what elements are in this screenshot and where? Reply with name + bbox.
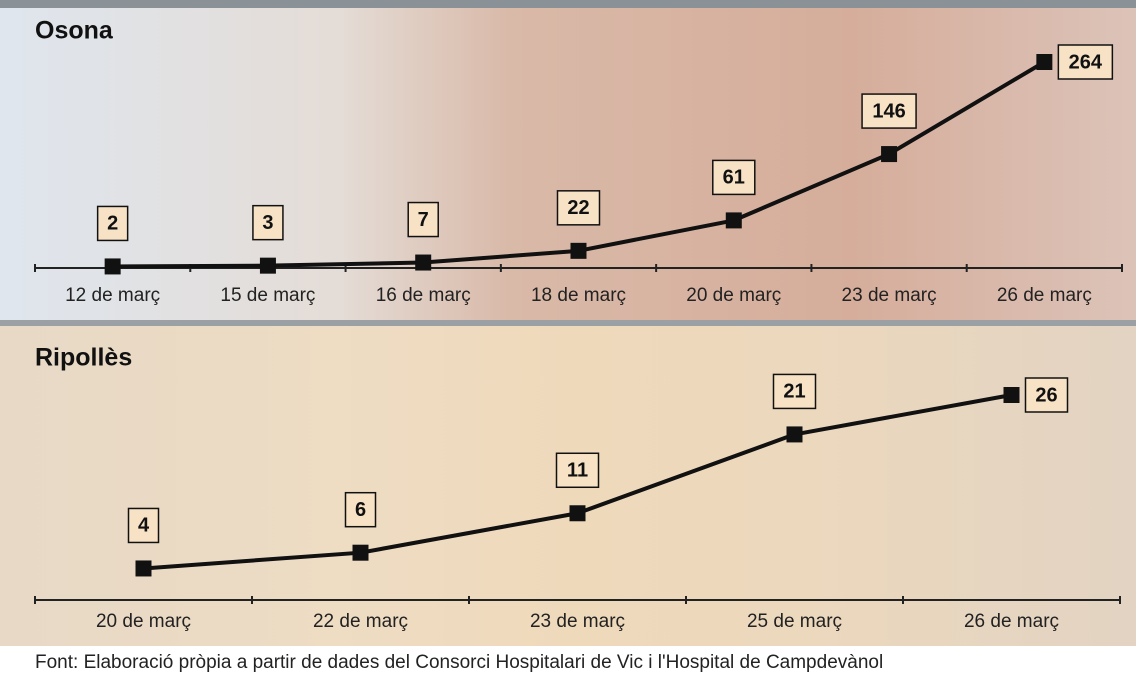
x-tick-label: 18 de març: [531, 285, 626, 306]
x-tick-label: 26 de març: [997, 285, 1092, 306]
x-tick-label: 15 de març: [220, 285, 315, 306]
value-label-box: [1057, 44, 1114, 80]
point: [104, 258, 121, 275]
value-label: 22: [567, 197, 589, 219]
value-label: 21: [783, 381, 805, 403]
x-tick-label: 20 de març: [686, 285, 781, 306]
x-tick-label: 23 de març: [530, 611, 625, 632]
point: [259, 257, 276, 274]
x-tick-label: 12 de març: [65, 285, 160, 306]
value-label: 146: [872, 100, 905, 122]
top-bar: [0, 0, 1136, 8]
point: [570, 242, 587, 259]
value-label-box: [555, 452, 600, 489]
point: [135, 560, 152, 577]
value-label-box: [344, 491, 377, 528]
x-tick-label: 23 de març: [842, 285, 937, 306]
value-label-box: [96, 205, 129, 242]
point: [415, 254, 432, 271]
separator: [0, 320, 1136, 326]
value-label: 2: [107, 213, 118, 235]
value-label-box: [252, 204, 284, 241]
panel-background: [0, 8, 1136, 320]
point: [786, 426, 803, 443]
x-tick-label: 20 de març: [96, 611, 191, 632]
chart-title: Osona: [35, 17, 114, 45]
value-label: 7: [418, 209, 429, 231]
value-label: 11: [567, 460, 588, 482]
source: Font: Elaboració pròpia a partir de dade…: [35, 652, 883, 673]
x-tick-label: 22 de març: [313, 611, 408, 632]
value-label-box: [407, 201, 439, 238]
point: [352, 544, 369, 561]
value-label: 26: [1035, 384, 1057, 406]
chart-title: Ripollès: [35, 344, 132, 372]
point: [1003, 387, 1020, 403]
value-label: 264: [1069, 51, 1103, 73]
value-label-box: [127, 507, 160, 544]
point: [1036, 54, 1053, 70]
x-tick-label: 25 de març: [747, 611, 842, 632]
value-label-box: [712, 159, 756, 196]
value-label: 6: [355, 499, 366, 521]
value-label: 4: [138, 515, 150, 537]
point: [881, 146, 898, 163]
value-label-box: [1024, 377, 1069, 413]
value-label-box: [861, 93, 917, 129]
value-label-box: [772, 373, 817, 410]
value-label: 3: [262, 212, 273, 234]
value-label: 61: [723, 167, 745, 189]
point: [725, 212, 742, 229]
value-label-box: [556, 190, 601, 226]
x-tick-label: 16 de març: [376, 285, 471, 306]
x-tick-label: 26 de març: [964, 611, 1059, 632]
point: [569, 505, 586, 522]
